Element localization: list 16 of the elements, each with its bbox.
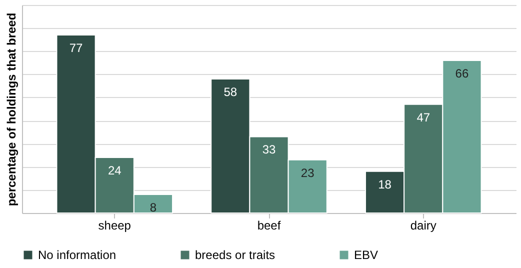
x-tick-label: sheep: [98, 218, 132, 232]
x-tick-label: beef: [257, 218, 282, 232]
data-label: 66: [455, 66, 469, 80]
legend-label: No information: [38, 248, 116, 262]
data-label: 23: [300, 166, 315, 180]
legend-label: breeds or traits: [195, 248, 276, 262]
data-label: 47: [416, 110, 430, 124]
data-label: 33: [262, 142, 276, 157]
y-axis-title: percentage of holdings that breed: [4, 12, 18, 206]
data-label: 58: [224, 84, 238, 99]
data-label: 8: [150, 200, 157, 215]
data-label: 18: [378, 177, 392, 192]
data-label: 24: [108, 164, 122, 178]
data-label: 77: [69, 41, 84, 56]
x-tick-label: dairy: [410, 218, 436, 232]
legend-label: EBV: [354, 248, 378, 262]
